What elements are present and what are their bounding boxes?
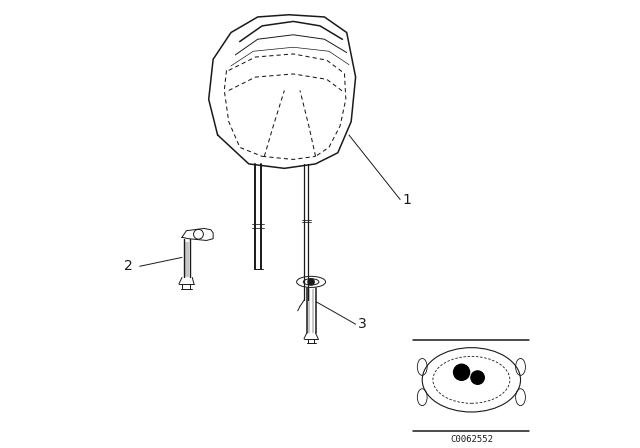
Text: C0062552: C0062552 [450,435,493,444]
Circle shape [471,371,484,384]
Text: 3: 3 [358,317,367,331]
Circle shape [308,279,314,285]
Text: 1: 1 [403,193,412,207]
Circle shape [454,364,470,380]
Text: 2: 2 [124,259,133,273]
